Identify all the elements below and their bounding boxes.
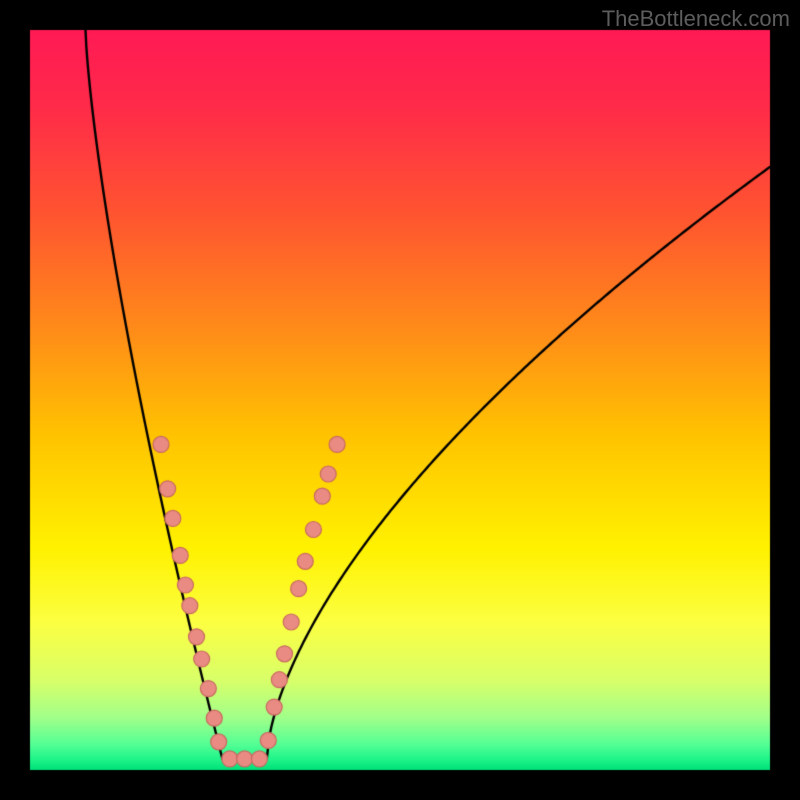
- watermark-text: TheBottleneck.com: [602, 6, 790, 32]
- chart-container: TheBottleneck.com: [0, 0, 800, 800]
- bottleneck-chart-canvas: [0, 0, 800, 800]
